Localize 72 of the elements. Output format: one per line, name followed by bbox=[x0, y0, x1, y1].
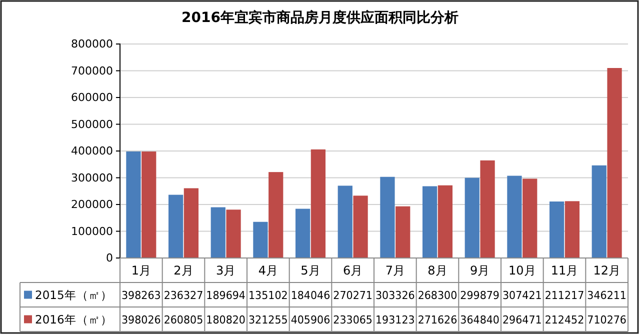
legend-label: 2015年（㎡） bbox=[35, 288, 112, 302]
x-tick-label: 3月 bbox=[216, 263, 236, 278]
bar bbox=[507, 176, 522, 258]
x-tick-label: 4月 bbox=[258, 263, 278, 278]
y-tick-label: 0 bbox=[106, 252, 113, 265]
x-tick-label: 7月 bbox=[385, 263, 405, 278]
bar bbox=[592, 165, 606, 258]
data-label: 236327 bbox=[164, 288, 206, 302]
legend-label: 2016年（㎡） bbox=[35, 312, 112, 326]
data-label: 299879 bbox=[460, 288, 502, 302]
y-tick-label: 700000 bbox=[71, 64, 113, 78]
y-tick-label: 400000 bbox=[71, 144, 113, 158]
x-tick-label: 9月 bbox=[470, 263, 490, 278]
bar bbox=[480, 160, 495, 258]
data-label: 270271 bbox=[333, 288, 376, 302]
x-tick-label: 10月 bbox=[508, 263, 536, 278]
bar bbox=[607, 68, 622, 258]
data-label: 233065 bbox=[333, 313, 376, 326]
bar bbox=[396, 206, 410, 258]
bar bbox=[564, 201, 580, 258]
bar bbox=[380, 176, 395, 258]
y-tick-label: 500000 bbox=[71, 118, 113, 131]
x-tick-label: 6月 bbox=[343, 263, 363, 278]
bar bbox=[126, 151, 141, 258]
bar bbox=[253, 222, 268, 258]
bar bbox=[295, 208, 310, 258]
bar bbox=[142, 152, 156, 258]
data-label: 184046 bbox=[290, 288, 333, 302]
data-label: 189694 bbox=[206, 288, 248, 302]
y-tick-label: 600000 bbox=[71, 91, 113, 104]
bar bbox=[422, 186, 438, 258]
y-tick-label: 100000 bbox=[71, 224, 113, 238]
bar bbox=[338, 186, 352, 258]
bar bbox=[549, 202, 564, 258]
x-tick-label: 12月 bbox=[593, 263, 620, 278]
y-tick-label: 300000 bbox=[71, 171, 113, 184]
y-tick-label: 800000 bbox=[71, 38, 113, 51]
data-label: 307421 bbox=[502, 288, 544, 302]
data-label: 398026 bbox=[122, 313, 164, 326]
data-label: 211217 bbox=[544, 288, 587, 302]
data-label: 710276 bbox=[587, 313, 630, 326]
bar bbox=[464, 178, 480, 258]
data-label: 296471 bbox=[502, 313, 544, 326]
bar bbox=[226, 210, 241, 258]
bar bbox=[268, 172, 284, 258]
bar bbox=[184, 188, 199, 258]
bar bbox=[438, 185, 453, 258]
data-label: 398263 bbox=[122, 288, 164, 302]
bar bbox=[353, 196, 368, 258]
data-label: 180820 bbox=[206, 313, 248, 326]
x-tick-label: 11月 bbox=[550, 263, 578, 278]
data-label: 193123 bbox=[376, 313, 418, 326]
data-label: 268300 bbox=[418, 288, 460, 302]
data-label: 212452 bbox=[544, 313, 587, 326]
data-label: 364840 bbox=[460, 313, 502, 326]
data-label: 346211 bbox=[587, 288, 630, 302]
data-label: 271626 bbox=[418, 313, 460, 326]
x-tick-label: 1月 bbox=[131, 263, 151, 278]
data-label: 303326 bbox=[376, 288, 418, 302]
bar bbox=[522, 178, 538, 258]
bar bbox=[210, 207, 226, 258]
data-label: 405906 bbox=[290, 313, 333, 326]
bar bbox=[310, 149, 326, 258]
bar bbox=[168, 194, 184, 258]
x-tick-label: 8月 bbox=[428, 263, 448, 278]
data-label: 260805 bbox=[164, 313, 206, 326]
data-label: 135102 bbox=[248, 288, 290, 302]
chart-title: 2016年宜宾市商品房月度供应面积同比分析 bbox=[182, 9, 458, 26]
x-tick-label: 2月 bbox=[174, 263, 194, 278]
x-tick-label: 5月 bbox=[300, 263, 320, 278]
y-tick-label: 200000 bbox=[71, 198, 113, 212]
data-label: 321255 bbox=[248, 313, 290, 326]
